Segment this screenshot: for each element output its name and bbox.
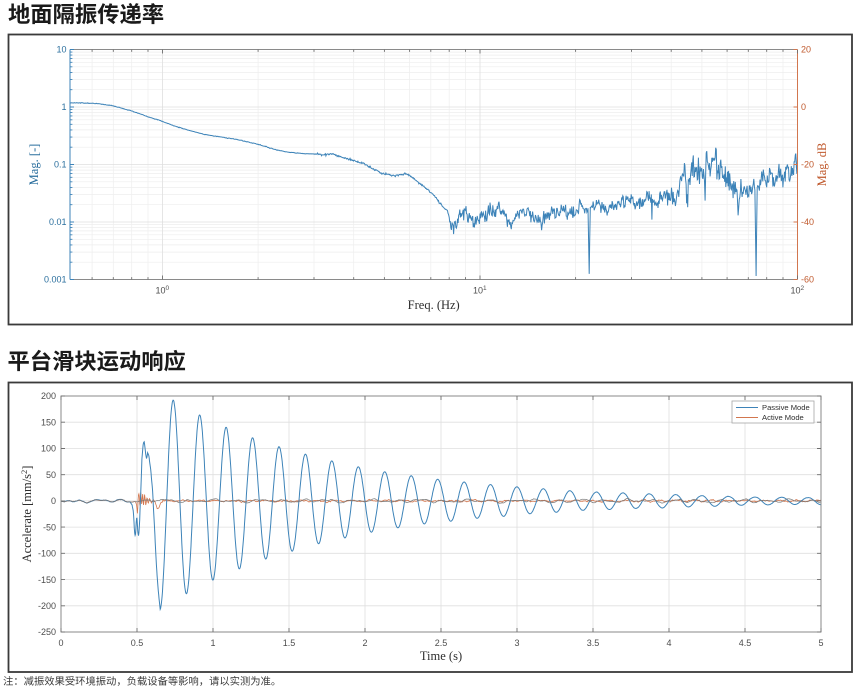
svg-text:-200: -200: [38, 601, 56, 611]
svg-text:-20: -20: [801, 160, 814, 170]
svg-text:1: 1: [210, 638, 215, 648]
svg-text:5: 5: [818, 638, 823, 648]
svg-text:Freq. (Hz): Freq. (Hz): [408, 298, 460, 312]
svg-text:Mag. dB: Mag. dB: [815, 143, 829, 187]
svg-text:0.5: 0.5: [131, 638, 144, 648]
svg-text:-40: -40: [801, 217, 814, 227]
svg-text:0.01: 0.01: [49, 217, 67, 227]
svg-text:3.5: 3.5: [587, 638, 600, 648]
svg-text:Time (s): Time (s): [420, 649, 462, 663]
svg-text:101: 101: [473, 285, 487, 296]
svg-text:Accelerate [mm/s2]: Accelerate [mm/s2]: [19, 466, 34, 563]
svg-text:Mag. [-]: Mag. [-]: [27, 144, 41, 186]
svg-text:Active Mode: Active Mode: [762, 413, 804, 422]
svg-text:-60: -60: [801, 275, 814, 285]
svg-text:0: 0: [51, 496, 56, 506]
svg-text:3: 3: [514, 638, 519, 648]
svg-text:0: 0: [801, 102, 806, 112]
svg-text:1.5: 1.5: [283, 638, 296, 648]
svg-text:-250: -250: [38, 627, 56, 637]
svg-text:1: 1: [61, 102, 66, 112]
svg-text:100: 100: [156, 285, 170, 296]
svg-text:150: 150: [41, 417, 56, 427]
svg-text:4.5: 4.5: [739, 638, 752, 648]
svg-text:-50: -50: [43, 522, 56, 532]
svg-text:-100: -100: [38, 549, 56, 559]
svg-text:0.1: 0.1: [54, 160, 67, 170]
svg-text:2.5: 2.5: [435, 638, 448, 648]
svg-text:100: 100: [41, 444, 56, 454]
svg-text:-150: -150: [38, 575, 56, 585]
svg-text:200: 200: [41, 391, 56, 401]
svg-text:0.001: 0.001: [44, 275, 67, 285]
svg-text:10: 10: [56, 45, 66, 55]
svg-text:Passive Mode: Passive Mode: [762, 403, 810, 412]
svg-text:102: 102: [791, 285, 805, 296]
svg-text:50: 50: [46, 470, 56, 480]
svg-text:20: 20: [801, 45, 811, 55]
svg-text:4: 4: [666, 638, 671, 648]
svg-text:0: 0: [58, 638, 63, 648]
svg-text:2: 2: [362, 638, 367, 648]
